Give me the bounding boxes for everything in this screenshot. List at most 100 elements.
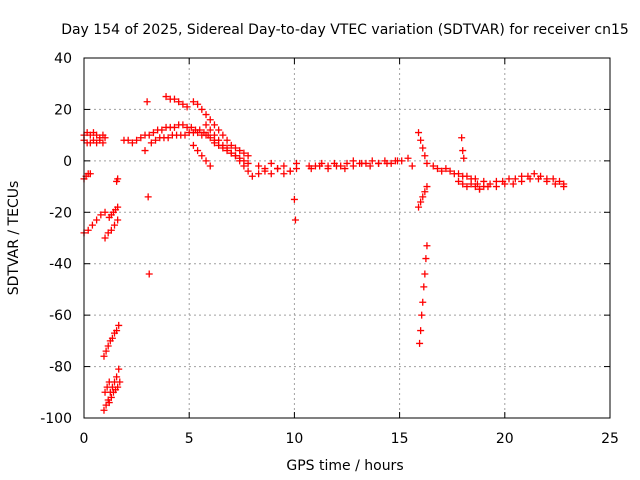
data-point <box>421 188 429 196</box>
series-arc-i <box>105 378 124 407</box>
data-point <box>549 175 557 183</box>
y-tick-label: -40 <box>49 257 72 273</box>
data-points <box>80 93 568 414</box>
data-point <box>100 406 108 414</box>
data-point <box>324 165 332 173</box>
data-point <box>107 226 115 234</box>
data-point <box>293 165 301 173</box>
data-point <box>101 234 109 242</box>
plot-frame <box>83 57 611 419</box>
data-point <box>267 170 275 178</box>
series-arc-w <box>290 195 299 224</box>
data-point <box>210 131 218 139</box>
data-point <box>137 134 145 142</box>
data-point <box>133 136 141 144</box>
chart-title: Day 154 of 2025, Sidereal Day-to-day VTE… <box>61 22 629 38</box>
series-arc-q <box>189 98 252 160</box>
series-arc-a <box>80 170 94 183</box>
series-arc-b <box>80 129 109 142</box>
data-point <box>492 183 500 191</box>
series-arc-m <box>141 98 153 278</box>
data-point <box>248 172 256 180</box>
series-arc-n <box>145 121 212 139</box>
data-point <box>530 170 538 178</box>
data-point <box>446 167 454 175</box>
series-arc-z <box>404 154 416 170</box>
data-point <box>215 126 223 134</box>
data-point <box>206 126 214 134</box>
data-point <box>219 131 227 139</box>
data-point <box>194 100 202 108</box>
series-arc-s <box>189 141 214 170</box>
series-arc-ab <box>415 183 431 211</box>
data-point <box>107 393 115 401</box>
axis-ticks: 0 5 10 15 20 25 -100 -80 -60 -40 -20 0 20 40 <box>40 51 619 447</box>
data-point <box>206 162 214 170</box>
data-point <box>416 339 424 347</box>
series-arc-r <box>202 121 252 167</box>
data-point <box>240 149 248 157</box>
data-point <box>181 131 189 139</box>
data-point <box>349 162 357 170</box>
data-point <box>236 147 244 155</box>
data-point <box>215 141 223 149</box>
series-arc-p <box>162 93 191 111</box>
data-point <box>543 177 551 185</box>
data-point <box>391 157 399 165</box>
data-point <box>518 177 526 185</box>
data-point <box>459 180 467 188</box>
data-point <box>417 136 425 144</box>
data-point <box>458 134 466 142</box>
data-point <box>534 175 542 183</box>
data-point <box>423 183 431 191</box>
series-arc-af <box>458 134 468 162</box>
data-point <box>280 162 288 170</box>
data-point <box>101 388 109 396</box>
data-point <box>267 159 275 167</box>
data-point <box>202 157 210 165</box>
data-point <box>97 211 105 219</box>
data-point <box>421 152 429 160</box>
data-point <box>433 165 441 173</box>
series-arc-l <box>120 131 149 147</box>
data-point <box>114 216 122 224</box>
series-arc-t <box>210 139 256 180</box>
data-point <box>415 129 423 137</box>
data-point <box>128 139 136 147</box>
data-point <box>343 159 351 167</box>
data-point <box>170 95 178 103</box>
y-tick-label: -60 <box>49 308 72 324</box>
data-point <box>244 159 252 167</box>
data-point <box>560 183 568 191</box>
data-point <box>240 162 248 170</box>
data-point <box>149 129 157 137</box>
data-point <box>255 170 263 178</box>
data-point <box>198 152 206 160</box>
x-tick-label: 5 <box>185 431 194 447</box>
data-point <box>280 170 288 178</box>
data-point <box>116 378 124 386</box>
data-point <box>210 139 218 147</box>
data-point <box>124 136 132 144</box>
data-point <box>511 175 519 183</box>
data-point <box>291 216 299 224</box>
data-point <box>84 226 92 234</box>
data-point <box>231 144 239 152</box>
data-point <box>480 177 488 185</box>
series-arc-e <box>101 216 122 242</box>
y-tick-label: 0 <box>63 154 72 170</box>
data-point <box>419 193 427 201</box>
data-point <box>420 283 428 291</box>
data-point <box>100 352 108 360</box>
series-arc-o <box>147 129 218 147</box>
grid-lines <box>84 58 610 418</box>
x-tick-label: 25 <box>601 431 619 447</box>
data-point <box>170 123 178 131</box>
data-point <box>152 136 160 144</box>
data-point <box>111 221 119 229</box>
data-point <box>175 98 183 106</box>
data-point <box>101 208 109 216</box>
data-point <box>206 116 214 124</box>
data-point <box>102 347 110 355</box>
data-point <box>158 126 166 134</box>
